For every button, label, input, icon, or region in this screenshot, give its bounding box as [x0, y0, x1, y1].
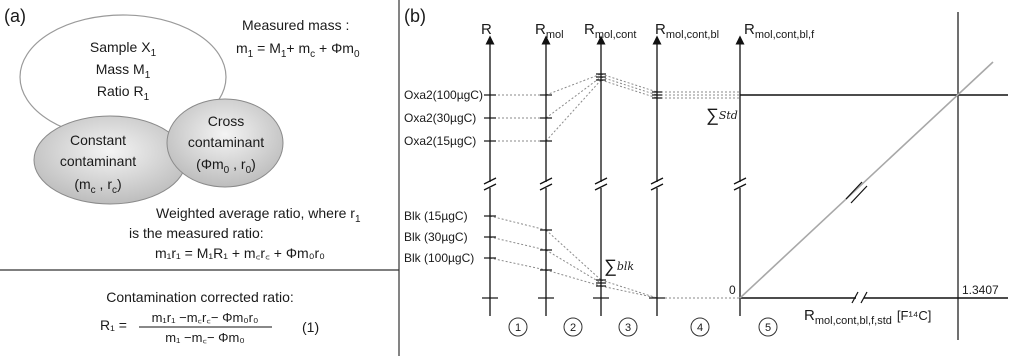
measured-mass-equation: m1 = M1+ mc + Φm0 — [236, 40, 360, 60]
x-value-label: 1.3407 — [962, 283, 999, 297]
measured-mass-label: Measured mass : — [242, 17, 349, 33]
step-3-label: 3 — [625, 322, 631, 334]
std-label-15: Oxa2(15µgC) — [404, 134, 476, 148]
panel-a: (a) Sample X1 Mass M1 Ratio R1 Constant … — [0, 0, 400, 356]
weighted-text-line1: Weighted average ratio, where r1 — [156, 205, 361, 225]
weighted-equation: m₁r₁ = M₁R₁ + m꜀r꜀ + Φm₀r₀ — [155, 245, 325, 261]
step-5-circle — [758, 317, 778, 337]
corrected-lhs: R₁ = — [100, 317, 127, 333]
corrected-numerator: m₁r₁ −m꜀r꜀− Φm₀r₀ — [152, 310, 259, 325]
panel-b: (b) — [404, 6, 1008, 340]
tick-marks — [482, 73, 665, 299]
std-label-100: Oxa2(100µgC) — [404, 88, 483, 102]
step-4-circle — [690, 317, 710, 337]
step-markers — [508, 317, 778, 337]
step-1-label: 1 — [515, 322, 521, 334]
diagonal-break — [845, 181, 868, 204]
equation-number: (1) — [302, 319, 319, 335]
x-axis-title: Rmol,cont,bl,f,std [F¹⁴C] — [804, 307, 931, 327]
step-3-circle — [618, 317, 638, 337]
cross-text-line3: (Φm0 , r0) — [196, 156, 256, 176]
corrected-label: Contamination corrected ratio: — [106, 289, 294, 305]
sum-std-label: ∑Std — [706, 105, 738, 125]
axis-title-r: R — [481, 21, 492, 38]
origin-zero-label: 0 — [729, 283, 736, 297]
sum-blk-label: ∑blk — [604, 256, 634, 276]
cross-contaminant-ellipse — [166, 98, 284, 188]
blank-label-15: Blk (15µgC) — [404, 209, 468, 223]
corrected-denominator: m₁ −m꜀− Φm₀ — [165, 330, 245, 345]
calibration-diagonal — [739, 61, 994, 299]
blank-label-30: Blk (30µgC) — [404, 230, 468, 244]
cross-text-line2: contaminant — [188, 134, 264, 150]
axis-title-r-mol: Rmol — [535, 21, 564, 41]
panel-a-label: (a) — [4, 6, 26, 26]
dotted-connectors — [489, 73, 740, 299]
step-1-circle — [508, 317, 528, 337]
sample-text-line1: Sample X1 — [90, 39, 157, 59]
step-2-label: 2 — [570, 322, 576, 334]
sample-text-line2: Mass M1 — [96, 61, 151, 81]
step-2-circle — [563, 317, 583, 337]
weighted-text-line2: is the measured ratio: — [129, 225, 264, 241]
step-4-label: 4 — [697, 322, 703, 334]
x-axis-break — [851, 291, 868, 304]
constant-text-line3: (mc , rc) — [74, 176, 121, 196]
cross-text-line1: Cross — [208, 113, 245, 129]
axis-title-r-mol-cont-bl-f: Rmol,cont,bl,f — [744, 21, 815, 41]
constant-text-line1: Constant — [70, 132, 126, 148]
calibration-plot: 0 1.3407 Rmol,cont,bl,f,std [F¹⁴C] — [729, 12, 1008, 340]
axis-title-r-mol-cont-bl: Rmol,cont,bl — [655, 21, 719, 41]
sample-text-line3: Ratio R1 — [97, 83, 150, 103]
blank-label-100: Blk (100µgC) — [404, 251, 474, 265]
std-label-30: Oxa2(30µgC) — [404, 111, 476, 125]
vertical-axes — [485, 35, 745, 316]
axis-title-r-mol-cont: Rmol,cont — [584, 21, 636, 41]
axis-breaks — [483, 177, 747, 191]
constant-text-line2: contaminant — [60, 153, 136, 169]
panel-b-label: (b) — [404, 6, 426, 26]
step-5-label: 5 — [765, 322, 771, 334]
